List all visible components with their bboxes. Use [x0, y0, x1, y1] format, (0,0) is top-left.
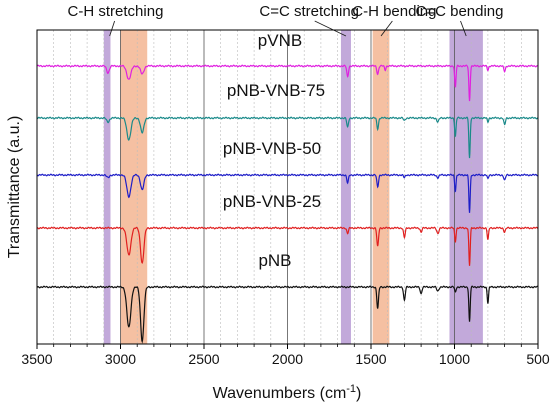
x-axis-label: Wavenumbers (cm-1) [213, 383, 362, 402]
x-tick-label: 2500 [188, 351, 219, 367]
series-line-pnb-vnb-25 [36, 226, 539, 266]
series-label-pnb: pNB [258, 251, 291, 270]
series-labels: pVNB pNB-VNB-75 pNB-VNB-50 pNB-VNB-25 pNB [223, 31, 325, 270]
x-tick-label: 1000 [439, 351, 470, 367]
series-label-pnb-vnb-75: pNB-VNB-75 [227, 81, 325, 100]
series-label-pnb-vnb-25: pNB-VNB-25 [223, 192, 321, 211]
series-line-pnb [36, 285, 539, 344]
series-line-pnb-vnb-75 [36, 116, 539, 159]
series-line-pnb-vnb-50 [36, 173, 539, 213]
highlight-band-3 [340, 30, 351, 344]
series-line-pvnb [36, 64, 539, 102]
annotation-label-3: C-H bending [352, 3, 436, 20]
y-axis-label: Transmittance (a.u.) [6, 116, 23, 259]
annotation-pointer-2 [314, 20, 347, 37]
x-axis-ticks: 3500 3000 2500 2000 1500 1000 500 [21, 344, 550, 367]
highlight-bands [103, 30, 483, 344]
x-tick-label: 2000 [272, 351, 303, 367]
x-tick-label: 1500 [355, 351, 386, 367]
x-tick-label: 3500 [21, 351, 52, 367]
annotation-pointer-3 [380, 20, 393, 37]
annotation-label-1: C-H stretching [68, 3, 164, 20]
annotation-pointer-1 [109, 20, 116, 37]
x-tick-label: 500 [526, 351, 550, 367]
annotation-pointer-4 [460, 20, 467, 37]
spectra-series [36, 64, 539, 344]
major-grid [120, 30, 455, 344]
annotation-label-2: C=C stretching [259, 3, 359, 20]
minor-grid [53, 30, 522, 344]
series-label-pvnb: pVNB [258, 31, 302, 50]
highlight-band-1 [103, 30, 111, 344]
x-tick-label: 3000 [105, 351, 136, 367]
annotation-label-4: C=C bending [416, 3, 504, 20]
series-label-pnb-vnb-50: pNB-VNB-50 [223, 139, 321, 158]
highlight-band-4 [372, 30, 390, 344]
